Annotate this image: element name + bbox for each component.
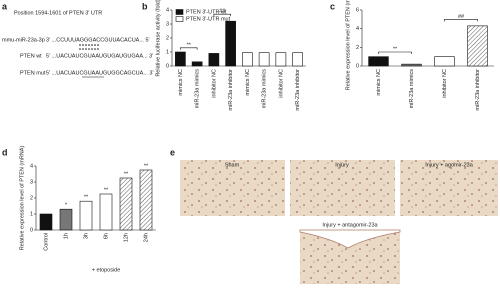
- sequence-panel: Position 1594-1601 of PTEN 3' UTR mmu-mi…: [2, 10, 154, 78]
- y-tick-label: 1: [30, 211, 33, 217]
- significance-label: ##: [219, 9, 226, 15]
- significance-label: *: [65, 203, 68, 209]
- x-tick-label: 1h: [63, 233, 69, 239]
- legend-swatch: [175, 9, 184, 15]
- y-tick-label: 3: [30, 179, 33, 185]
- x-tick-label: 6h: [103, 233, 109, 239]
- bar: [175, 51, 186, 67]
- x-tick-label: miR-23a inhibitor: [475, 69, 481, 111]
- pairing-dots: [79, 44, 99, 50]
- bar: [467, 25, 488, 67]
- row-sequence: 5' ...UACUAUCGUAAUGUGAUGUGAA... 3': [46, 53, 153, 59]
- significance-bracket: [444, 19, 478, 22]
- micrograph: [180, 160, 285, 216]
- row-name: mmu-miR-23a-3p: [2, 37, 45, 43]
- y-tick-label: 4: [30, 163, 33, 169]
- image-label: Injury + agomir-23a: [425, 162, 473, 168]
- x-tick-label: miR-23a inhibitor: [295, 69, 301, 111]
- x-tick-label: miR-23a mimics: [195, 69, 201, 109]
- y-tick-label: 4: [166, 7, 169, 13]
- significance-bracket: [378, 51, 412, 54]
- bar: [99, 193, 113, 231]
- significance-bracket: [180, 47, 198, 50]
- tissue-edge: [299, 229, 401, 249]
- y-tick-label: 4: [356, 26, 359, 32]
- y-tick-label: 6: [356, 7, 359, 13]
- bar: [292, 52, 303, 67]
- bar: [208, 53, 220, 67]
- legend-label: PTEN 3'-UTR mut: [186, 16, 231, 22]
- x-tick-label: inhibitor NC: [211, 69, 217, 98]
- x-axis-label: + etoposide: [92, 267, 121, 273]
- bar: [258, 52, 270, 67]
- bar: [119, 177, 133, 231]
- significance-label: **: [124, 171, 129, 177]
- x-tick-label: miR-23a inhibitor: [228, 69, 234, 111]
- micrograph: [400, 160, 498, 216]
- y-axis-label: Relative expression level of PTEN (mRNA): [345, 0, 351, 90]
- y-tick-label: 2: [356, 45, 359, 51]
- y-tick-label: 2: [166, 35, 169, 41]
- image-label: Injury: [335, 162, 349, 168]
- y-axis-label: Relative expression level of PTEN (mRNA): [19, 146, 25, 251]
- bar: [139, 169, 153, 231]
- y-tick-label: 0: [166, 63, 169, 69]
- x-tick-label: 12h: [123, 233, 129, 242]
- significance-label: **: [84, 195, 89, 201]
- bar: [39, 213, 53, 231]
- y-tick-label: 3: [166, 21, 169, 27]
- legend-label: PTEN 3'-UTR wt: [186, 9, 227, 15]
- bar: [275, 52, 287, 67]
- image-panel: Sham Injury Injury + agomir-23a Injury +…: [180, 160, 498, 284]
- bar: [59, 208, 73, 231]
- legend-swatch: [175, 16, 184, 22]
- bar: [79, 200, 93, 231]
- significance-label: **: [144, 163, 149, 169]
- bar: [225, 20, 236, 67]
- row-sequence: 5' ...UACUAUCGUAAUGUGGCAGCUA... 3': [46, 70, 154, 76]
- x-tick-label: miR-23a mimics: [262, 69, 268, 109]
- x-tick-label: 3h: [83, 233, 89, 239]
- panel-label: e: [170, 147, 175, 157]
- panel-label: d: [2, 147, 8, 157]
- x-tick-label: miR-23a mimics: [409, 69, 415, 109]
- row-name: PTEN mut: [20, 70, 46, 76]
- panel-label: b: [142, 1, 148, 11]
- row-name: PTEN wt: [20, 53, 42, 59]
- panel-label: a: [2, 1, 8, 11]
- x-tick-label: Control: [43, 233, 49, 251]
- x-tick-label: mimics NC: [245, 69, 251, 96]
- y-tick-label: 2: [30, 195, 33, 201]
- row-sequence: 3' ...CCUUUAGGGACCGUUACACUA... 5': [46, 37, 150, 43]
- x-tick-label: mimics NC: [376, 69, 382, 96]
- y-tick-label: 0: [30, 227, 33, 233]
- bar: [434, 56, 455, 67]
- bar: [401, 63, 422, 67]
- y-tick-label: 0: [356, 63, 359, 69]
- x-tick-label: 24h: [143, 233, 149, 242]
- x-tick-label: inhibitor NC: [278, 69, 284, 98]
- x-tick-label: mimics NC: [178, 69, 184, 96]
- bar: [368, 56, 389, 67]
- y-tick-label: 1: [166, 49, 169, 55]
- significance-label: **: [393, 46, 398, 52]
- significance-label: **: [187, 42, 192, 48]
- image-label: Sham: [225, 162, 240, 168]
- panel-label: c: [330, 1, 335, 11]
- micrograph: [290, 160, 395, 216]
- significance-label: ##: [458, 14, 465, 20]
- bar: [242, 52, 253, 67]
- y-axis-label: Relative luciferase activity (fold): [155, 0, 161, 77]
- significance-label: **: [104, 187, 109, 193]
- sequence-title: Position 1594-1601 of PTEN 3' UTR: [14, 10, 102, 16]
- bar: [191, 61, 203, 67]
- image-label: Injury + antagomir-23a: [322, 222, 378, 228]
- significance-bracket: [213, 13, 231, 17]
- x-tick-label: inhibitor NC: [442, 69, 448, 98]
